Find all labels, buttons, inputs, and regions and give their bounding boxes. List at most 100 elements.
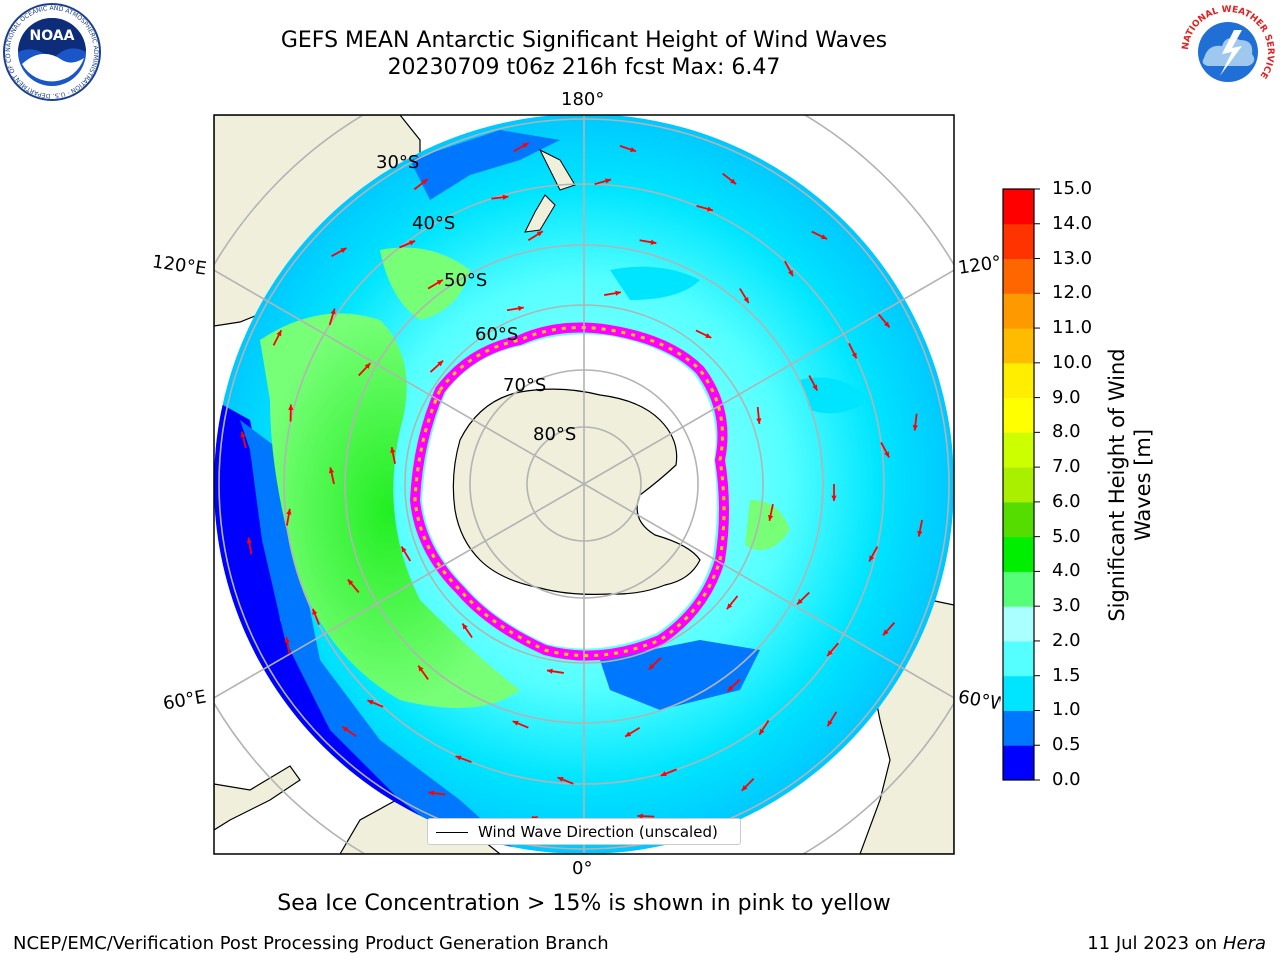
wave-arrow-head bbox=[418, 665, 424, 672]
wave-arrow-head bbox=[797, 598, 803, 605]
colorbar-bin bbox=[1003, 536, 1034, 572]
colorbar-tick-label: 13.0 bbox=[1052, 247, 1093, 269]
colorbar-bin bbox=[1003, 745, 1034, 781]
wave-arrow-head bbox=[821, 234, 828, 240]
wave-arrow-head bbox=[284, 636, 290, 643]
footer-producer: NCEP/EMC/Verification Post Processing Pr… bbox=[13, 933, 609, 954]
lat-label-70s: 70°S bbox=[503, 375, 547, 396]
wave-arrow-head bbox=[648, 663, 655, 670]
map-legend: Wind Wave Direction (unscaled) bbox=[427, 818, 741, 845]
colorbar bbox=[1003, 188, 1040, 781]
wind-wave-arrows bbox=[240, 142, 923, 823]
wave-arrow-head bbox=[557, 777, 564, 782]
wave-arrow-head bbox=[390, 447, 396, 453]
footer-host: Hera bbox=[1222, 933, 1266, 954]
colorbar-bin bbox=[1003, 397, 1034, 433]
footer-date: 11 Jul 2023 on Hera bbox=[1087, 933, 1266, 954]
wave-arrow-head bbox=[342, 726, 349, 732]
svg-text:NOAA: NOAA bbox=[30, 28, 75, 44]
chart-title: GEFS MEAN Antarctic Significant Height o… bbox=[280, 28, 888, 53]
wave-arrow-head bbox=[637, 813, 643, 819]
colorbar-bin bbox=[1003, 362, 1034, 399]
graticule bbox=[214, 115, 954, 854]
colorbar-tick-label: 2.0 bbox=[1052, 629, 1081, 651]
lon-label-180: 180° bbox=[561, 89, 605, 110]
wave-arrow-head bbox=[367, 699, 374, 705]
wave-arrow-head bbox=[364, 363, 371, 369]
colorbar-tick-label: 8.0 bbox=[1052, 421, 1081, 443]
colorbar-bin bbox=[1003, 675, 1034, 711]
wave-arrow-head bbox=[912, 424, 918, 431]
colorbar-tick-label: 7.0 bbox=[1052, 456, 1081, 478]
colorbar-bin bbox=[1003, 467, 1034, 503]
chart-subtitle: 20230709 t06z 216h fcst Max: 6.47 bbox=[387, 55, 781, 80]
wave-arrow-head bbox=[401, 546, 407, 553]
wave-arrow-head bbox=[884, 321, 890, 328]
antarctica-land bbox=[452, 388, 701, 595]
colorbar-tick-label: 0.5 bbox=[1052, 734, 1081, 756]
colorbar-tick-label: 0.0 bbox=[1052, 769, 1081, 790]
colorbar-bin bbox=[1003, 223, 1034, 260]
wave-arrow-head bbox=[743, 297, 749, 304]
lat-label-50s: 50°S bbox=[444, 270, 488, 291]
sea-ice-note: Sea Ice Concentration > 15% is shown in … bbox=[277, 891, 891, 916]
wave-arrow-head bbox=[741, 785, 748, 791]
wave-arrow-head bbox=[827, 650, 833, 657]
wave-arrow-head bbox=[851, 352, 857, 359]
colorbar-bin bbox=[1003, 328, 1034, 364]
wave-arrow-head bbox=[625, 731, 632, 737]
legend-line-swatch bbox=[436, 832, 468, 833]
legend-label: Wind Wave Direction (unscaled) bbox=[478, 823, 718, 841]
wave-arrow-head bbox=[705, 333, 712, 338]
wave-arrow-head bbox=[330, 308, 336, 315]
wave-arrow-head bbox=[288, 404, 294, 410]
wave-arrow-head bbox=[788, 270, 793, 277]
wave-arrow-head bbox=[650, 239, 657, 245]
wave-arrow-head bbox=[756, 418, 762, 424]
colorbar-bin bbox=[1003, 258, 1034, 294]
colorbar-bin bbox=[1003, 432, 1034, 468]
wave-arrow-head bbox=[276, 330, 282, 337]
wave-arrow-head bbox=[730, 178, 737, 185]
lat-label-60s: 60°S bbox=[475, 324, 519, 345]
noaa-logo: NATIONAL OCEANIC AND ATMOSPHERIC ADMINIS… bbox=[2, 2, 101, 101]
wave-arrow-head bbox=[917, 530, 923, 537]
colorbar-tick-label: 6.0 bbox=[1052, 490, 1081, 512]
wave-arrow-head bbox=[428, 790, 435, 796]
wave-arrow-head bbox=[726, 603, 733, 610]
colorbar-title-line: Significant Height of Wind bbox=[1105, 348, 1129, 622]
colorbar-tick-label: 11.0 bbox=[1052, 317, 1093, 339]
wave-arrow-head bbox=[605, 178, 611, 184]
wave-arrow-head bbox=[502, 194, 509, 200]
colorbar-bin bbox=[1003, 293, 1034, 329]
colorbar-bin bbox=[1003, 189, 1034, 225]
wave-arrow-head bbox=[421, 178, 428, 185]
africa-land bbox=[214, 765, 301, 831]
wave-arrow-head bbox=[286, 508, 292, 515]
map-frame bbox=[213, 114, 955, 855]
wave-arrow-head bbox=[869, 555, 875, 562]
wave-arrow-head bbox=[246, 537, 252, 544]
wave-arrow-head bbox=[727, 685, 734, 692]
lat-label-40s: 40°S bbox=[412, 213, 456, 234]
wave-arrow-head bbox=[884, 451, 890, 458]
wave-arrow-head bbox=[660, 771, 667, 777]
colorbar-bin bbox=[1003, 606, 1034, 642]
wave-arrow-head bbox=[707, 206, 713, 212]
wave-arrow-head bbox=[547, 668, 553, 674]
colorbar-title-line: Waves [m] bbox=[1131, 428, 1155, 542]
lat-label-30s: 30°S bbox=[376, 152, 420, 173]
wave-arrow-head bbox=[827, 720, 833, 727]
wave-arrow-head bbox=[831, 495, 837, 501]
colorbar-bin bbox=[1003, 501, 1034, 538]
colorbar-tick-label: 9.0 bbox=[1052, 386, 1081, 408]
wave-arrow-head bbox=[436, 279, 443, 285]
wave-arrow-head bbox=[409, 240, 416, 246]
colorbar-tick-label: 3.0 bbox=[1052, 595, 1081, 617]
wave-arrow-head bbox=[347, 579, 354, 586]
lat-label-80s: 80°S bbox=[533, 424, 577, 445]
colorbar-bin bbox=[1003, 640, 1034, 677]
colorbar-tick-label: 10.0 bbox=[1052, 351, 1093, 373]
colorbar-bin bbox=[1003, 571, 1034, 607]
